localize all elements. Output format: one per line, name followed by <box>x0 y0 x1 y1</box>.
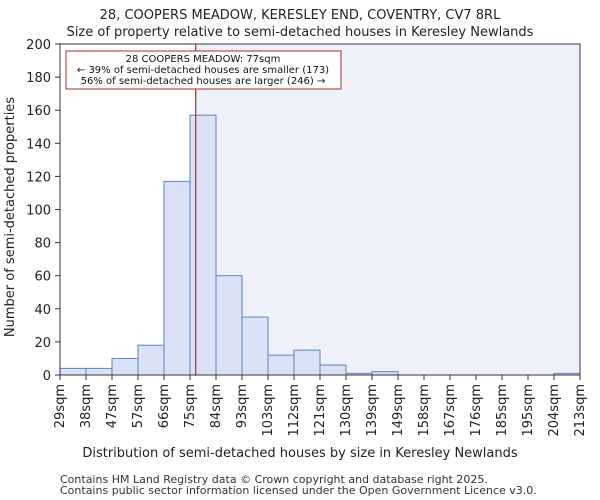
y-tick-label: 20 <box>34 336 51 351</box>
annotation-line-2: ← 39% of semi-detached houses are smalle… <box>77 65 329 76</box>
bar <box>111 357 139 376</box>
x-ticks: 29sqm 38sqm 47sqm 57sqm 66sqm 75sqm 84sqm 93sqm… <box>53 375 588 437</box>
x-tick-label: 139sqm <box>365 384 380 437</box>
y-ticks: 0 20 40 60 80 100 120 140 160 180 200 <box>26 38 60 384</box>
y-tick-label: 100 <box>26 204 51 219</box>
annotation-line-1: 28 COOPERS MEADOW: 77sqm <box>126 54 281 65</box>
x-tick-label: 47sqm <box>105 384 120 428</box>
x-tick-label: 112sqm <box>287 384 302 437</box>
x-tick-label: 176sqm <box>469 384 484 437</box>
x-tick-label: 57sqm <box>131 384 146 428</box>
bar <box>137 344 165 376</box>
bar <box>163 180 191 376</box>
footer-line-1: Contains HM Land Registry data © Crown c… <box>60 473 488 486</box>
y-axis-label: Number of semi-detached properties <box>3 97 18 337</box>
y-tick-label: 140 <box>26 137 51 152</box>
annotation-box: 28 COOPERS MEADOW: 77sqm ← 39% of semi-d… <box>65 50 342 90</box>
annotation-frame <box>65 50 342 90</box>
bar <box>319 364 347 376</box>
bar <box>189 114 217 376</box>
bar <box>85 367 113 376</box>
x-tick-label: 66sqm <box>157 384 172 428</box>
y-tick-label: 0 <box>43 369 51 384</box>
x-tick-label: 195sqm <box>521 384 536 437</box>
x-tick-label: 75sqm <box>183 384 198 428</box>
chart-subtitle: Size of property relative to semi-detach… <box>67 25 534 40</box>
y-tick-label: 120 <box>26 170 51 185</box>
bar <box>241 316 269 376</box>
bar <box>293 349 321 376</box>
bars <box>59 114 581 376</box>
x-tick-label: 38sqm <box>79 384 94 428</box>
x-tick-label: 103sqm <box>261 384 276 437</box>
x-tick-label: 29sqm <box>53 384 68 428</box>
x-axis-label: Distribution of semi-detached houses by … <box>82 446 518 461</box>
x-tick-label: 93sqm <box>235 384 250 428</box>
bar <box>267 354 295 376</box>
plot-area: 0 20 40 60 80 100 120 140 160 180 200 29sqm 38sqm 47… <box>26 38 588 437</box>
x-tick-label: 149sqm <box>391 384 406 437</box>
x-tick-label: 167sqm <box>443 384 458 437</box>
y-tick-label: 40 <box>34 303 51 318</box>
footer-line-2: Contains public sector information licen… <box>60 484 537 497</box>
y-tick-label: 80 <box>34 237 51 252</box>
bar <box>215 275 243 376</box>
chart-title: 28, COOPERS MEADOW, KERESLEY END, COVENT… <box>100 8 501 23</box>
x-tick-label: 130sqm <box>339 384 354 437</box>
x-tick-label: 121sqm <box>313 384 328 437</box>
y-tick-label: 200 <box>26 38 51 53</box>
bar <box>59 367 87 376</box>
x-tick-label: 185sqm <box>495 384 510 437</box>
y-tick-label: 60 <box>34 270 51 285</box>
annotation-line-3: 56% of semi-detached houses are larger (… <box>81 76 326 87</box>
x-tick-label: 84sqm <box>209 384 224 428</box>
y-tick-label: 160 <box>26 104 51 119</box>
x-tick-label: 204sqm <box>547 384 562 437</box>
x-tick-label: 213sqm <box>573 384 588 437</box>
x-tick-label: 158sqm <box>417 384 432 437</box>
y-tick-label: 180 <box>26 71 51 86</box>
